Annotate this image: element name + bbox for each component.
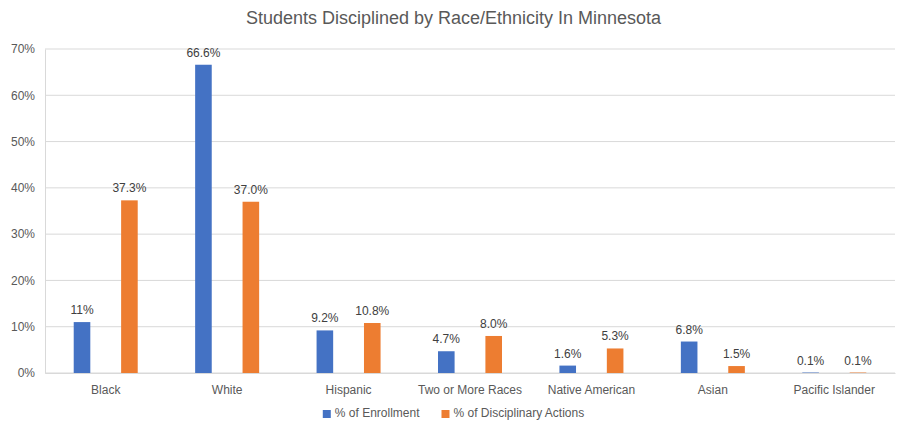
data-label: 10.8% [355, 304, 389, 318]
x-tick-label: Black [91, 383, 121, 397]
bar-series [121, 200, 866, 373]
data-label: 9.2% [311, 311, 339, 325]
title: Students Disciplined by Race/Ethnicity I… [246, 8, 662, 28]
x-tick: White [212, 373, 243, 397]
bar [243, 202, 260, 373]
x-tick-label: Two or More Races [418, 383, 522, 397]
x-tick-label: Native American [548, 383, 635, 397]
y-tick: 70% [11, 42, 45, 56]
chart: Students Disciplined by Race/Ethnicity I… [0, 0, 907, 436]
x-tick: Black [91, 373, 121, 397]
legend-swatch [441, 410, 449, 418]
bar [802, 372, 819, 373]
y-tick: 40% [11, 181, 45, 195]
data-label: 0.1% [797, 354, 825, 368]
data-label: 11% [70, 303, 93, 317]
data-label: 1.5% [723, 347, 751, 361]
y-tick: 0% [18, 366, 45, 380]
legend-item: % of Enrollment [323, 406, 420, 420]
x-tick: Asian [698, 373, 728, 397]
y-tick-label: 50% [11, 135, 35, 149]
x-tick-label: White [212, 383, 243, 397]
data-label: 5.3% [601, 329, 629, 343]
legend-label: % of Disciplinary Actions [453, 406, 584, 420]
data-label: 1.6% [554, 347, 582, 361]
bar [485, 336, 502, 373]
plot: 0%10%20%30%40%50%60%70%11%66.6%9.2%4.7%1… [11, 42, 896, 396]
legend-swatch [323, 410, 331, 418]
y-tick: 20% [11, 274, 45, 288]
grid-line [45, 373, 895, 374]
x-tick: Native American [548, 373, 635, 397]
x-axis: Black White Hispanic Two or More Races Nativ… [46, 373, 896, 397]
bar [121, 200, 138, 373]
bar [364, 323, 381, 373]
bar [317, 330, 334, 373]
x-tick-label: Asian [698, 383, 728, 397]
bar [728, 366, 745, 373]
bar [195, 65, 212, 373]
bar [559, 366, 576, 373]
bar [74, 322, 91, 373]
y-axis-line [45, 50, 46, 374]
y-tick-label: 60% [11, 89, 35, 103]
grid-line [45, 326, 895, 327]
y-tick: 50% [11, 135, 45, 149]
y-tick-label: 0% [18, 366, 36, 380]
y-tick-label: 30% [11, 227, 35, 241]
x-tick: Pacific Islander [794, 373, 875, 397]
x-tick-label: Pacific Islander [794, 383, 875, 397]
x-tick-label: Hispanic [326, 383, 372, 397]
y-tick: 30% [11, 227, 45, 241]
data-label: 66.6% [186, 46, 220, 60]
data-labels: 11% 66.6% 9.2% 4.7% 1.6% 6.8% 0.1% 37.3% 37.0% 10… [70, 46, 872, 368]
legend-label: % of Enrollment [335, 406, 420, 420]
grid-line [45, 187, 895, 188]
y-tick-label: 20% [11, 274, 35, 288]
y-tick: 60% [11, 89, 45, 103]
bar [850, 372, 867, 373]
bar-series [74, 65, 819, 373]
data-label: 37.3% [112, 181, 146, 195]
y-tick: 10% [11, 320, 45, 334]
grid-line [45, 280, 895, 281]
data-label: 4.7% [433, 332, 461, 346]
grid-line [45, 95, 895, 96]
y-tick-label: 70% [11, 42, 35, 56]
grid [45, 49, 895, 373]
x-axis-line [46, 373, 896, 374]
y-tick-label: 10% [11, 320, 35, 334]
x-tick: Hispanic [326, 373, 372, 397]
y-tick-label: 40% [11, 181, 35, 195]
grid-line [45, 234, 895, 235]
grid-line [45, 49, 895, 50]
x-tick: Two or More Races [418, 373, 522, 397]
bar [607, 348, 624, 373]
bar [438, 351, 455, 373]
data-label: 0.1% [844, 354, 872, 368]
bar [681, 342, 698, 373]
bars [74, 65, 867, 373]
data-label: 6.8% [675, 323, 703, 337]
legend-item: % of Disciplinary Actions [441, 406, 584, 420]
data-label: 37.0% [234, 183, 268, 197]
data-label: 8.0% [480, 317, 508, 331]
grid-line [45, 141, 895, 142]
legend: % of Enrollment % of Disciplinary Actions [323, 406, 584, 420]
y-axis: 0% 10% 20% 30% 40% 50% 60% 70% [11, 42, 46, 380]
